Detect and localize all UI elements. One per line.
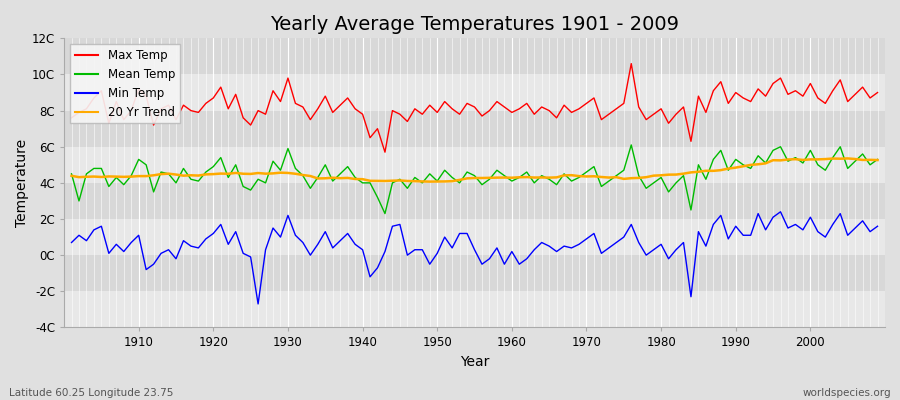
Bar xyxy=(64,38,885,74)
Y-axis label: Temperature: Temperature xyxy=(15,139,29,227)
Text: Latitude 60.25 Longitude 23.75: Latitude 60.25 Longitude 23.75 xyxy=(9,388,174,398)
Title: Yearly Average Temperatures 1901 - 2009: Yearly Average Temperatures 1901 - 2009 xyxy=(270,15,679,34)
Bar xyxy=(64,147,885,183)
Bar xyxy=(64,291,885,328)
X-axis label: Year: Year xyxy=(460,355,490,369)
Legend: Max Temp, Mean Temp, Min Temp, 20 Yr Trend: Max Temp, Mean Temp, Min Temp, 20 Yr Tre… xyxy=(70,44,180,123)
Bar xyxy=(64,111,885,147)
Text: worldspecies.org: worldspecies.org xyxy=(803,388,891,398)
Bar xyxy=(64,74,885,111)
Bar xyxy=(64,183,885,219)
Bar xyxy=(64,219,885,255)
Bar xyxy=(64,255,885,291)
